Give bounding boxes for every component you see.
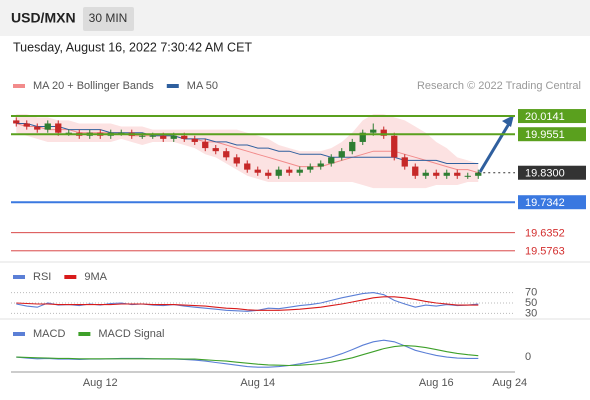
candle-body [275, 169, 282, 176]
forecast-arrow-head [502, 115, 514, 127]
legend-swatch [166, 84, 179, 88]
indicator-line [16, 296, 479, 311]
level-label: 19.6352 [525, 228, 565, 240]
candle-body [34, 126, 41, 130]
candle-body [233, 157, 240, 164]
candle-body [422, 172, 429, 176]
y-tick-label: 70 [525, 287, 537, 299]
forecast-arrow [478, 121, 512, 173]
interval-button[interactable] [83, 7, 134, 31]
level-box [518, 165, 586, 180]
candle-body [265, 172, 272, 176]
candle-body [475, 172, 482, 176]
candle-body [317, 163, 324, 167]
candle-body [307, 166, 314, 170]
y-tick-label: 0 [525, 351, 531, 363]
candle-body [65, 132, 72, 134]
candle-body [443, 172, 450, 176]
candle-body [170, 135, 177, 139]
candle-body [55, 123, 62, 133]
candle-body [380, 129, 387, 136]
legend-swatch [78, 332, 91, 336]
candle-body [401, 157, 408, 167]
candle-body [433, 172, 440, 176]
legend-label: RSI [33, 271, 51, 283]
level-label: 19.5763 [525, 246, 565, 258]
indicator-line [16, 345, 479, 367]
candle-body [349, 141, 356, 152]
legend-label: MACD Signal [98, 328, 164, 340]
credit: Research © 2022 Trading Central [417, 80, 581, 92]
legend-label: 9MA [84, 271, 107, 283]
x-tick-label: Aug 14 [240, 377, 275, 389]
x-tick-label: Aug 16 [419, 377, 454, 389]
interval[interactable]: 30 MIN [89, 11, 128, 25]
candle-body [139, 135, 146, 137]
level-box [518, 109, 586, 124]
candle-body [181, 135, 188, 139]
candle-body [454, 172, 461, 176]
legend-label: MACD [33, 328, 65, 340]
legend-swatch [13, 275, 25, 279]
candle-body [286, 169, 293, 173]
candle-body [412, 166, 419, 176]
y-tick-label: 50 [525, 297, 537, 309]
ma-line [16, 123, 479, 164]
candle-body [44, 123, 51, 130]
candle-body [328, 157, 335, 164]
level-label: 19.7342 [525, 197, 565, 209]
candle-body [23, 123, 30, 127]
level-label: 19.8300 [525, 168, 565, 180]
legend-label: MA 20 + Bollinger Bands [33, 80, 154, 92]
candle-body [118, 132, 125, 134]
symbol: USD/MXN [11, 10, 76, 26]
candle-body [370, 129, 377, 133]
ma-line [16, 123, 479, 174]
candle-body [244, 163, 251, 170]
legend-swatch [64, 275, 77, 279]
level-box [518, 127, 586, 142]
candle-body [191, 138, 198, 142]
candle-body [296, 169, 303, 173]
candle-body [202, 141, 209, 149]
candle-body [338, 151, 345, 158]
candle-body [223, 151, 230, 158]
x-tick-label: Aug 12 [83, 377, 118, 389]
legend-swatch [13, 84, 25, 88]
level-label: 19.9551 [525, 129, 565, 141]
indicator-line [16, 292, 479, 312]
candle-body [160, 135, 167, 139]
candle-body [464, 175, 471, 177]
candle-body [254, 169, 261, 173]
y-tick-label: 30 [525, 307, 537, 319]
level-label: 20.0141 [525, 111, 565, 123]
x-tick-label: Aug 24 [492, 377, 527, 389]
candle-body [149, 135, 156, 137]
datetime: Tuesday, August 16, 2022 7:30:42 AM CET [13, 40, 252, 54]
candle-body [391, 135, 398, 158]
level-box [518, 195, 586, 210]
candle-body [212, 148, 219, 152]
legend-label: MA 50 [187, 80, 218, 92]
legend-swatch [13, 332, 25, 336]
candle-body [13, 120, 20, 124]
candle-body [359, 132, 366, 142]
